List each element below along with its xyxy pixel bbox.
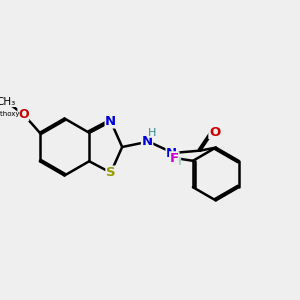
Text: O: O <box>209 125 220 139</box>
Text: N: N <box>142 135 153 148</box>
Text: O: O <box>18 108 28 121</box>
Text: methoxy: methoxy <box>0 111 20 117</box>
Text: F: F <box>170 152 179 165</box>
Text: N: N <box>105 115 116 128</box>
Text: H: H <box>148 128 156 138</box>
Text: H: H <box>172 157 181 167</box>
Text: S: S <box>106 166 116 179</box>
Text: N: N <box>166 146 177 160</box>
Text: CH₃: CH₃ <box>0 97 16 106</box>
